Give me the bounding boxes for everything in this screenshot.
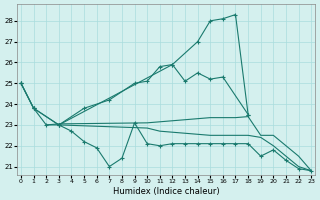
X-axis label: Humidex (Indice chaleur): Humidex (Indice chaleur)	[113, 187, 220, 196]
